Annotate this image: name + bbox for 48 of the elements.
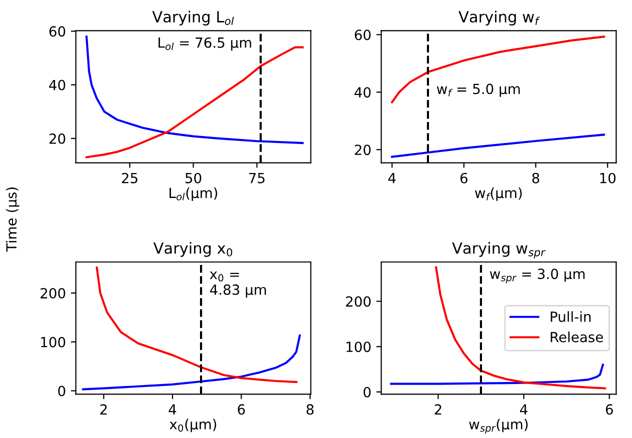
chart-title: Varying w$_{f}$ <box>458 10 540 26</box>
line-series <box>390 36 606 104</box>
x-axis-title: x$_{0}$(μm) <box>170 418 216 432</box>
y-tick-label: 200 <box>346 296 371 307</box>
line-series <box>82 334 301 390</box>
y-tick-label: 40 <box>354 87 371 98</box>
y-tick-label: 60 <box>49 26 66 37</box>
y-tick-label: 100 <box>346 342 371 352</box>
x-tick-label: 2 <box>434 404 442 414</box>
ref-line-label: x$_{0}$ = 4.83 μm <box>210 272 266 298</box>
legend-label: Pull-in <box>550 311 591 322</box>
x-tick-label: 2 <box>100 404 107 414</box>
x-tick-label: 4 <box>388 173 396 184</box>
chart-title: Varying x$_{0}$ <box>153 242 232 257</box>
ref-line-label: w$_{f}$ = 5.0 μm <box>436 84 520 97</box>
line-series <box>434 266 606 390</box>
ref-line-label: L$_{ol}$ = 76.5 μm <box>158 37 252 51</box>
ref-line-label: w$_{spr}$ = 3.0 μm <box>490 268 585 284</box>
x-tick-label: 6 <box>460 172 468 184</box>
x-tick-label: 25 <box>122 172 138 184</box>
x-axis-title: w$_{f}$(μm) <box>475 187 522 201</box>
line-series <box>390 364 604 385</box>
x-tick-label: 50 <box>186 172 202 184</box>
y-tick-label: 40 <box>49 80 66 90</box>
x-axis-title: L$_{ol}$(μm) <box>170 187 218 201</box>
y-tick-label: 200 <box>40 288 66 299</box>
chart-title: Varying w$_{spr}$ <box>452 242 546 258</box>
y-tick-label: 20 <box>354 144 371 156</box>
x-tick-label: 75 <box>249 173 264 184</box>
line-series <box>85 36 304 144</box>
x-tick-label: 4 <box>168 404 176 414</box>
x-tick-label: 4 <box>520 404 528 414</box>
y-tick-label: 0 <box>58 386 66 396</box>
y-tick-label: 100 <box>41 336 66 348</box>
line-series <box>96 266 298 384</box>
y-axis-title: Time (μs) <box>6 188 20 252</box>
y-tick-label: 20 <box>49 133 66 144</box>
legend-label: Release <box>550 332 603 342</box>
x-tick-label: 8 <box>532 172 540 184</box>
y-tick-label: 0 <box>364 386 371 398</box>
y-tick-label: 60 <box>354 30 371 40</box>
x-tick-label: 6 <box>238 404 245 415</box>
x-tick-label: 8 <box>306 404 314 415</box>
x-tick-label: 10 <box>600 172 616 184</box>
x-axis-title: w$_{spr}$(μm) <box>469 418 528 434</box>
chart-title: Varying L$_{ol}$ <box>152 10 234 26</box>
line-series <box>390 134 606 158</box>
x-tick-label: 6 <box>606 404 613 415</box>
